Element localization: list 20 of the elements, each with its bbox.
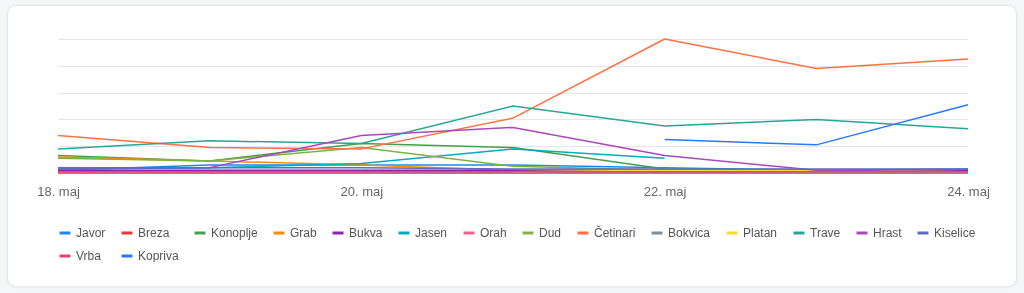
legend-label: Javor <box>76 226 106 240</box>
x-tick-label: 22. maj <box>643 183 687 199</box>
legend-label: Bukva <box>349 226 383 240</box>
legend-label: Kiselice <box>934 226 976 240</box>
legend-label: Platan <box>743 226 778 240</box>
legend-label: Vrba <box>76 249 102 263</box>
legend-label: Dud <box>539 226 562 240</box>
legend-label: Konoplje <box>211 226 259 240</box>
legend-label: Orah <box>480 226 507 240</box>
x-tick-label: 18. maj <box>37 183 80 199</box>
x-tick-label: 20. maj <box>340 183 384 199</box>
legend-label: Breza <box>138 226 170 240</box>
legend-label: Četinari <box>594 225 636 240</box>
legend-label: Kopriva <box>138 249 180 263</box>
legend-label: Grab <box>290 226 317 240</box>
legend-label: Trave <box>810 226 841 240</box>
legend-label: Hrast <box>873 226 903 240</box>
legend-label: Bokvica <box>668 226 711 240</box>
x-tick-label: 24. maj <box>947 183 990 199</box>
legend-label: Jasen <box>415 226 448 240</box>
